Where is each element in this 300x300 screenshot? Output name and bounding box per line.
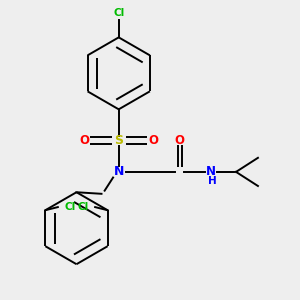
Text: Cl: Cl xyxy=(113,8,124,18)
Text: O: O xyxy=(148,134,158,147)
Text: Cl: Cl xyxy=(64,202,75,212)
Text: N: N xyxy=(206,165,216,178)
Text: N: N xyxy=(113,165,124,178)
Text: H: H xyxy=(208,176,217,186)
Text: O: O xyxy=(79,134,89,147)
Text: S: S xyxy=(114,134,123,147)
Text: Cl: Cl xyxy=(78,202,89,212)
Text: O: O xyxy=(175,134,185,147)
